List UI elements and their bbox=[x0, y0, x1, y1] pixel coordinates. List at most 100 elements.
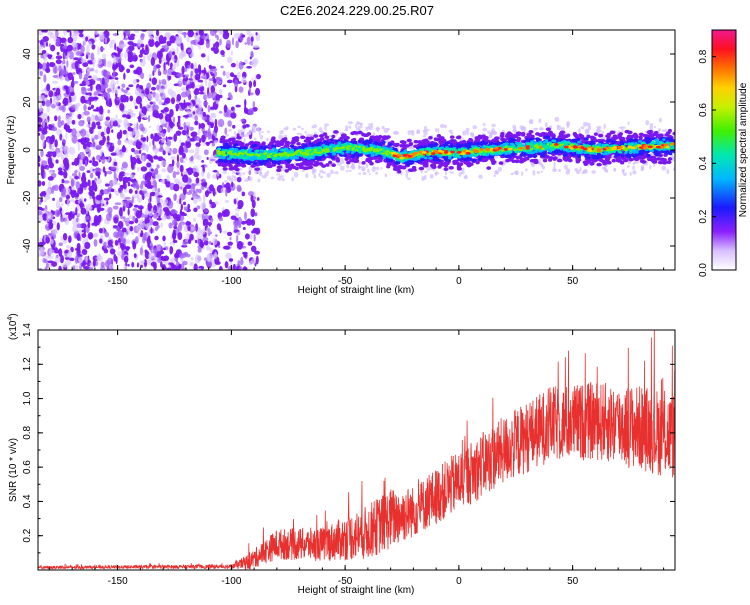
spectrogram-noise-speckle bbox=[78, 261, 82, 268]
spectrogram-noise-speckle bbox=[166, 267, 172, 270]
spectrogram-halo-speckle bbox=[613, 167, 617, 172]
spectrogram-noise-speckle bbox=[83, 104, 87, 112]
spectrogram-signal-mark bbox=[433, 142, 439, 147]
spectrogram-halo-speckle bbox=[376, 166, 380, 171]
spectrogram-signal-mark bbox=[606, 160, 612, 165]
spectrogram-noise-speckle bbox=[179, 252, 184, 259]
spectrogram-noise-speckle bbox=[147, 235, 151, 240]
spectrogram-noise-speckle bbox=[119, 103, 125, 111]
spectrogram-halo-speckle bbox=[426, 166, 431, 172]
spectrogram-halo-speckle bbox=[678, 145, 681, 149]
spectrogram-noise-speckle bbox=[43, 199, 47, 203]
spectrogram-halo-speckle bbox=[554, 116, 560, 122]
spectrogram-noise-speckle bbox=[123, 37, 129, 41]
spectrogram-noise-speckle bbox=[157, 257, 162, 263]
spectrogram-signal-mark bbox=[534, 137, 540, 141]
spectrogram-halo-speckle bbox=[678, 135, 681, 139]
spectrogram-signal-mark bbox=[353, 131, 359, 135]
spectrogram-noise-speckle bbox=[152, 70, 155, 77]
spectrogram-noise-speckle bbox=[197, 213, 202, 218]
spectrogram-noise-speckle bbox=[238, 266, 243, 270]
spectrogram-noise-speckle bbox=[80, 207, 87, 215]
spectrogram-signal-mark bbox=[455, 135, 461, 140]
spectrogram-halo-speckle bbox=[434, 171, 438, 176]
spectrogram-noise-speckle bbox=[154, 226, 159, 232]
spectrogram-noise-speckle bbox=[99, 47, 105, 51]
spectrogram-noise-speckle bbox=[194, 136, 201, 142]
spectrogram-noise-speckle bbox=[45, 153, 53, 158]
spectrogram-signal-mark bbox=[666, 160, 672, 164]
spectrogram-halo-speckle bbox=[581, 171, 584, 175]
spectrogram-noise-speckle bbox=[89, 173, 94, 179]
spectrogram-noise-speckle bbox=[106, 60, 112, 68]
spectrogram-halo-speckle bbox=[380, 166, 383, 170]
spectrogram-signal-mark bbox=[563, 158, 569, 162]
spectrogram-halo-speckle bbox=[334, 171, 339, 175]
spectrogram-signal-mark bbox=[331, 134, 336, 139]
spectrogram-noise-speckle bbox=[137, 205, 144, 210]
spectrogram-signal-mark bbox=[558, 133, 563, 138]
spectrogram-noise-speckle bbox=[147, 93, 154, 100]
spectrogram-noise-speckle bbox=[241, 34, 246, 38]
spectrogram-halo-speckle bbox=[375, 171, 378, 175]
spectrogram-noise-speckle bbox=[189, 126, 194, 131]
spectrogram-noise-speckle bbox=[133, 149, 140, 155]
spectrogram-noise-speckle bbox=[137, 231, 140, 239]
spectrogram-noise-speckle bbox=[152, 213, 158, 219]
spectrogram-noise-speckle bbox=[71, 161, 76, 166]
spectrogram-signal-mark bbox=[545, 127, 551, 131]
spectrogram-signal-mark bbox=[483, 157, 489, 162]
spectrogram-noise-speckle bbox=[129, 131, 135, 138]
spectrogram-noise-speckle bbox=[98, 159, 101, 163]
spectrogram-noise-speckle bbox=[132, 54, 138, 62]
spectrogram-noise-speckle bbox=[235, 220, 241, 225]
spectrogram-signal-mark bbox=[249, 140, 255, 145]
spectrogram-noise-speckle bbox=[65, 194, 71, 200]
spectrogram-noise-speckle bbox=[228, 258, 234, 262]
spectrogram-noise-speckle bbox=[128, 220, 134, 225]
spectrogram-noise-speckle bbox=[61, 136, 64, 141]
spectrogram-halo-speckle bbox=[340, 160, 345, 164]
spectrogram-noise-speckle bbox=[213, 140, 219, 144]
spectrogram-noise-speckle bbox=[155, 64, 161, 69]
spectrogram-noise-speckle bbox=[72, 31, 80, 37]
spectrogram-noise-speckle bbox=[230, 50, 233, 56]
spectrogram-noise-speckle bbox=[112, 205, 119, 210]
spectrogram-noise-speckle bbox=[104, 156, 109, 160]
spectrogram-noise-speckle bbox=[249, 56, 252, 60]
spectrogram-noise-speckle bbox=[208, 240, 212, 245]
spectrogram-noise-speckle bbox=[253, 233, 256, 242]
spectrogram-noise-speckle bbox=[251, 51, 254, 58]
spectrogram-noise-speckle bbox=[137, 39, 141, 47]
spectrogram-halo-speckle bbox=[371, 166, 376, 173]
spectrogram-noise-speckle bbox=[182, 114, 190, 118]
spectrogram-noise-speckle bbox=[209, 217, 214, 223]
spectrogram-noise-speckle bbox=[203, 215, 210, 219]
spectrogram-noise-speckle bbox=[183, 251, 189, 256]
spectrogram-noise-speckle bbox=[178, 77, 183, 84]
spectrogram-halo-speckle bbox=[540, 128, 544, 131]
spectrogram-halo-speckle bbox=[462, 130, 467, 136]
spectrogram-noise-speckle bbox=[83, 73, 89, 83]
spectrogram-noise-speckle bbox=[256, 73, 261, 80]
spectrogram-halo-speckle bbox=[512, 124, 517, 129]
spectrogram-noise-speckle bbox=[106, 170, 113, 175]
spectrogram-signal-mark bbox=[296, 141, 301, 146]
spectrogram-signal-mark bbox=[611, 158, 616, 163]
spectrogram-noise-speckle bbox=[190, 226, 195, 231]
spectrogram-halo-speckle bbox=[318, 172, 321, 177]
spectrogram-noise-speckle bbox=[185, 168, 192, 171]
spectrogram-halo-speckle bbox=[444, 177, 449, 180]
spectrogram-noise-speckle bbox=[54, 30, 60, 37]
spectrogram-halo-speckle bbox=[351, 166, 356, 170]
spectrogram-noise-speckle bbox=[128, 188, 133, 194]
spectrogram-noise-speckle bbox=[154, 173, 159, 179]
spectrogram-noise-speckle bbox=[152, 104, 159, 111]
spectrogram-noise-speckle bbox=[227, 265, 234, 270]
spectrogram-noise-speckle bbox=[104, 231, 110, 238]
spectrogram-noise-speckle bbox=[119, 242, 125, 250]
spectrogram-halo-speckle bbox=[277, 176, 282, 181]
spectrogram-noise-speckle bbox=[92, 259, 96, 267]
spectrogram-noise-speckle bbox=[219, 38, 222, 46]
spectrogram-noise-speckle bbox=[38, 44, 43, 51]
